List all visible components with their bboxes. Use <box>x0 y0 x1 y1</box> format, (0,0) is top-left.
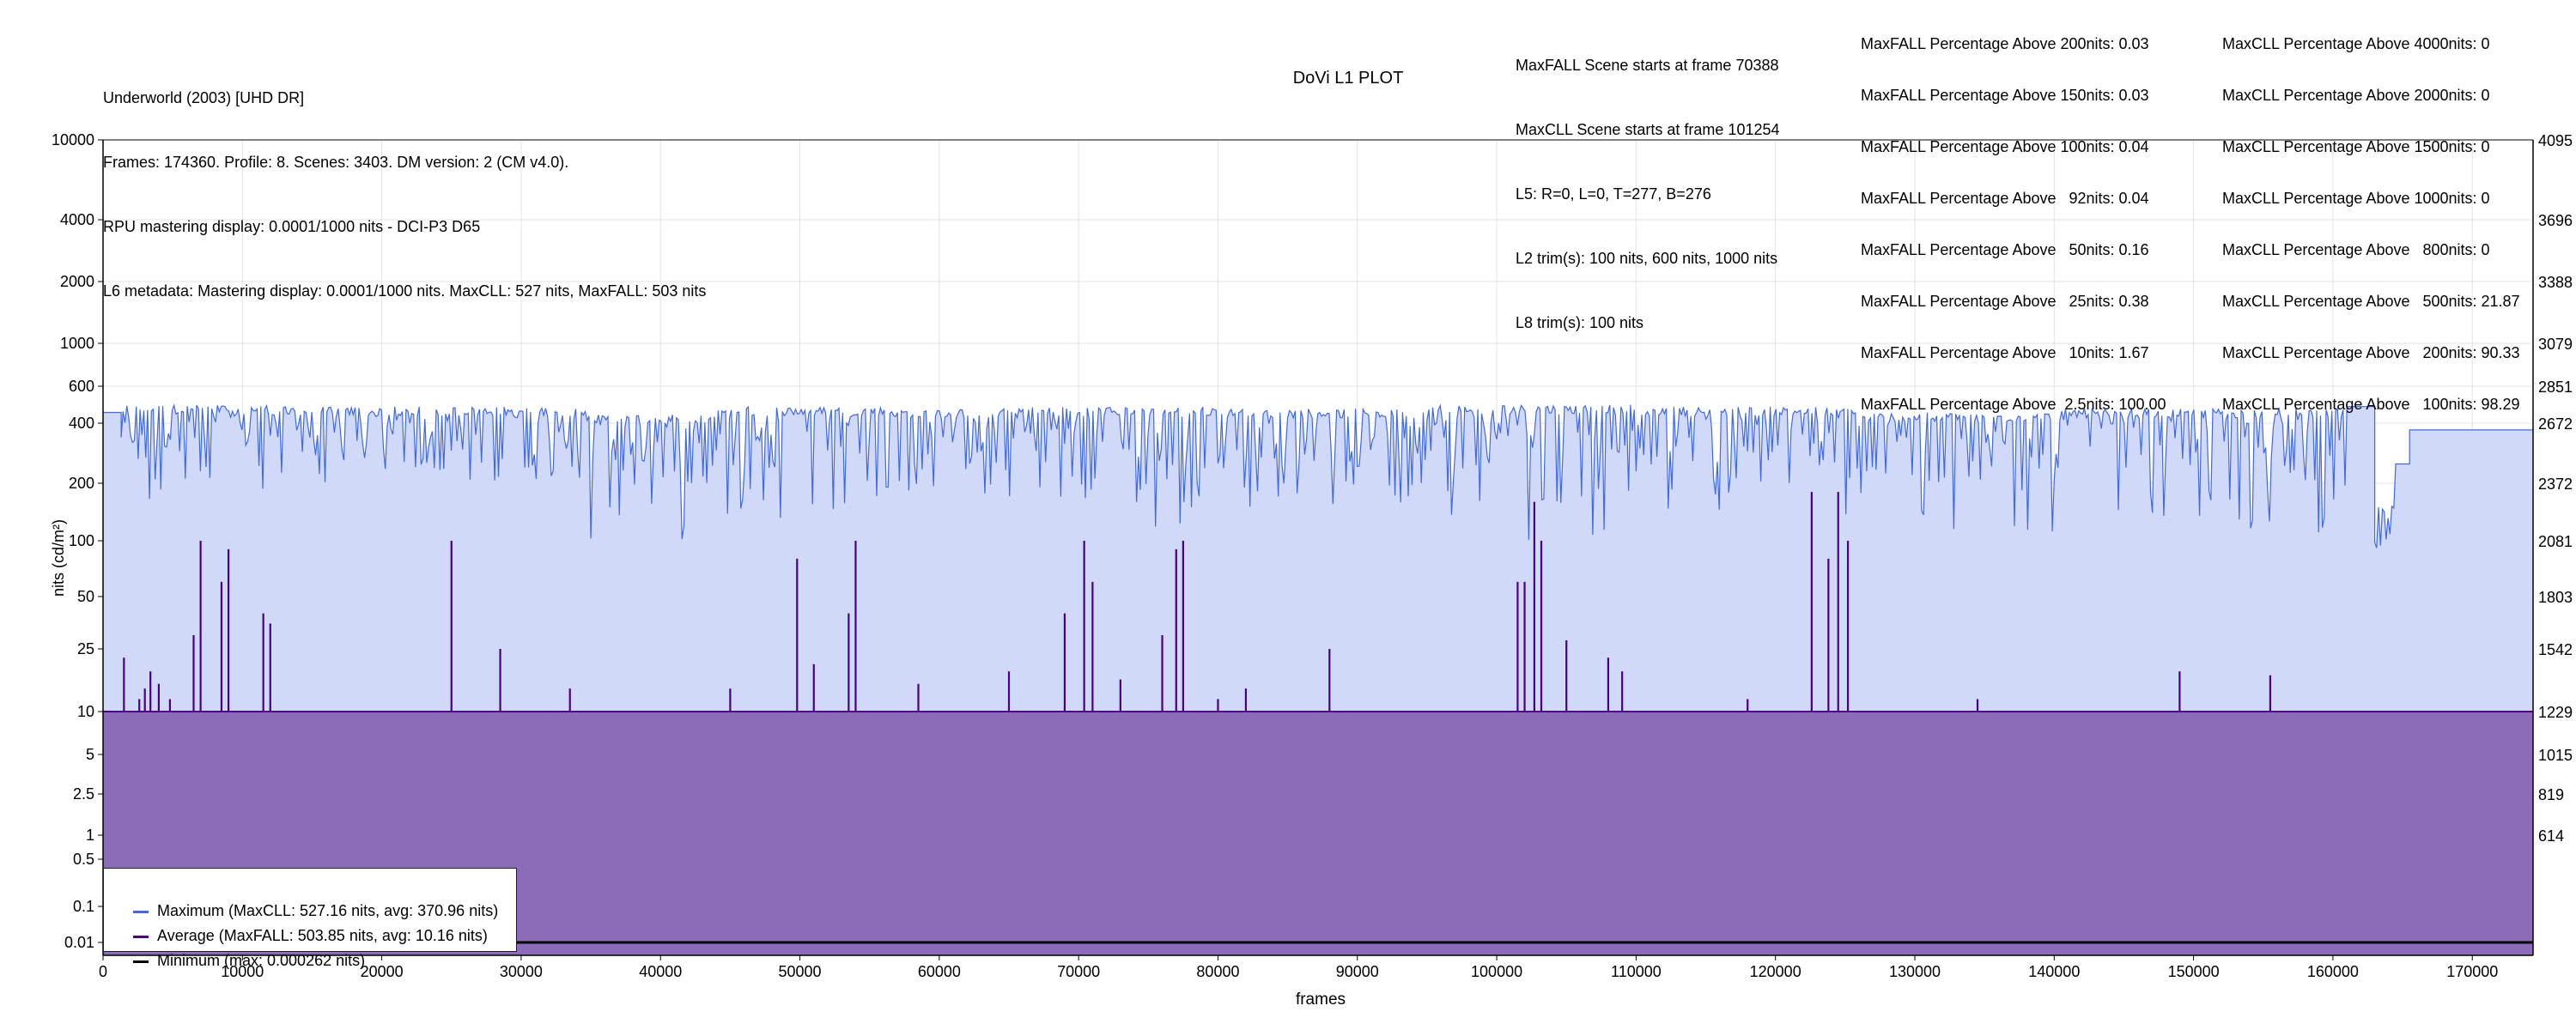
legend-swatch-minimum <box>133 960 149 963</box>
y-right-tick-label: 1803 <box>2538 589 2573 606</box>
maxfall-stat: MaxFALL Percentage Above 50nits: 0.16 <box>1861 241 2149 258</box>
y-tick-label: 25 <box>77 640 94 657</box>
y-tick-label: 2.5 <box>73 785 94 803</box>
legend-item-average: Average (MaxFALL: 503.85 nits, avg: 10.1… <box>116 907 488 964</box>
x-tick-label: 80000 <box>1196 963 1239 980</box>
maxcll-stat: MaxCLL Percentage Above 1500nits: 0 <box>2222 138 2490 155</box>
y-axis-label: nits (cd/m²) <box>50 519 67 597</box>
maxfall-stats: MaxFALL Percentage Above 200nits: 0.03 M… <box>1861 1 2166 430</box>
l5-line: L5: R=0, L=0, T=277, B=276 <box>1516 185 1711 203</box>
maxcll-stats: MaxCLL Percentage Above 4000nits: 0 MaxC… <box>2222 1 2520 430</box>
x-tick-label: 130000 <box>1889 963 1941 980</box>
y-tick-label: 400 <box>69 415 94 432</box>
scene-info: MaxFALL Scene starts at frame 70388 MaxC… <box>1516 12 1780 355</box>
chart-legend: Maximum (MaxCLL: 527.16 nits, avg: 370.9… <box>103 868 517 969</box>
legend-label-maximum: Maximum (MaxCLL: 527.16 nits, avg: 370.9… <box>157 902 499 919</box>
l8-trims-line: L8 trim(s): 100 nits <box>1516 314 1644 331</box>
legend-label-minimum: Minimum (max: 0.000262 nits) <box>157 952 366 969</box>
y-tick-label: 5 <box>86 746 94 763</box>
y-right-tick-label: 2081 <box>2538 533 2573 550</box>
maxcll-stat: MaxCLL Percentage Above 100nits: 98.29 <box>2222 396 2520 413</box>
x-tick-label: 20000 <box>361 963 404 980</box>
y-right-tick-label: 3696 <box>2538 212 2573 229</box>
maxcll-stat: MaxCLL Percentage Above 200nits: 90.33 <box>2222 344 2520 361</box>
x-tick-label: 60000 <box>918 963 961 980</box>
x-axis-label: frames <box>1296 991 1346 1009</box>
maxfall-stat: MaxFALL Percentage Above 10nits: 1.67 <box>1861 344 2149 361</box>
maxfall-stat: MaxFALL Percentage Above 100nits: 0.04 <box>1861 138 2149 155</box>
y-tick-label: 600 <box>69 378 94 395</box>
maxcll-stat: MaxCLL Percentage Above 1000nits: 0 <box>2222 190 2490 207</box>
y-right-tick-label: 819 <box>2538 786 2564 803</box>
maxfall-stat: MaxFALL Percentage Above 92nits: 0.04 <box>1861 190 2149 207</box>
y-axis-right-ticks: 4095 3696 3388 3079 2851 2672 2372 2081 1803 1542… <box>2538 132 2573 845</box>
x-tick-label: 120000 <box>1750 963 1801 980</box>
x-tick-label: 40000 <box>639 963 682 980</box>
x-tick-label: 140000 <box>2028 963 2080 980</box>
x-tick-label: 0 <box>99 963 107 980</box>
x-tick-label: 110000 <box>1611 963 1662 980</box>
y-tick-label: 0.5 <box>73 851 94 868</box>
y-right-tick-label: 1015 <box>2538 747 2573 764</box>
x-tick-label: 160000 <box>2307 963 2359 980</box>
y-right-tick-label: 3079 <box>2538 336 2573 353</box>
y-right-tick-label: 2372 <box>2538 476 2573 493</box>
y-right-tick-label: 614 <box>2538 827 2564 845</box>
x-tick-label: 90000 <box>1336 963 1379 980</box>
l2-trims-line: L2 trim(s): 100 nits, 600 nits, 1000 nit… <box>1516 250 1778 267</box>
legend-item-minimum: Minimum (max: 0.000262 nits) <box>116 932 365 989</box>
maxcll-stat: MaxCLL Percentage Above 2000nits: 0 <box>2222 87 2490 104</box>
y-tick-label: 10000 <box>52 131 94 148</box>
legend-swatch-average <box>133 935 149 938</box>
y-right-tick-label: 3388 <box>2538 274 2573 291</box>
x-tick-label: 170000 <box>2446 963 2498 980</box>
maxcll-stat: MaxCLL Percentage Above 4000nits: 0 <box>2222 35 2490 52</box>
l6-metadata-line: L6 metadata: Mastering display: 0.0001/1… <box>103 282 707 300</box>
y-right-tick-label: 2672 <box>2538 415 2573 433</box>
y-tick-label: 1 <box>86 827 94 844</box>
y-right-tick-label: 2851 <box>2538 379 2573 396</box>
y-tick-label: 50 <box>77 588 94 605</box>
y-tick-label: 10 <box>77 703 94 720</box>
y-tick-label: 0.1 <box>73 898 94 915</box>
movie-title: Underworld (2003) [UHD DR] <box>103 89 305 106</box>
y-tick-label: 1000 <box>60 335 94 352</box>
legend-item-maximum: Maximum (MaxCLL: 527.16 nits, avg: 370.9… <box>116 882 498 939</box>
y-right-tick-label: 1542 <box>2538 641 2573 658</box>
x-tick-label: 10000 <box>221 963 264 980</box>
y-tick-label: 2000 <box>60 273 94 290</box>
y-tick-label: 0.01 <box>64 934 94 951</box>
maxfall-stat: MaxFALL Percentage Above 2.5nits: 100.00 <box>1861 396 2166 413</box>
x-tick-label: 100000 <box>1471 963 1522 980</box>
legend-label-average: Average (MaxFALL: 503.85 nits, avg: 10.1… <box>157 927 488 944</box>
y-axis-ticks: 10000 4000 2000 1000 600 400 200 100 50 25 10 5 2.5 1… <box>52 131 103 951</box>
maxfall-stat: MaxFALL Percentage Above 150nits: 0.03 <box>1861 87 2149 104</box>
maxfall-scene-line: MaxFALL Scene starts at frame 70388 <box>1516 57 1779 74</box>
maxcll-stat: MaxCLL Percentage Above 500nits: 21.87 <box>2222 293 2520 310</box>
x-tick-label: 50000 <box>779 963 822 980</box>
rpu-mastering-line: RPU mastering display: 0.0001/1000 nits … <box>103 218 481 235</box>
chart-axes <box>102 139 2534 956</box>
maxcll-stat: MaxCLL Percentage Above 800nits: 0 <box>2222 241 2490 258</box>
maxcll-scene-line: MaxCLL Scene starts at frame 101254 <box>1516 121 1780 138</box>
maxfall-stat: MaxFALL Percentage Above 25nits: 0.38 <box>1861 293 2149 310</box>
x-tick-label: 70000 <box>1057 963 1100 980</box>
maxfall-stat: MaxFALL Percentage Above 200nits: 0.03 <box>1861 35 2149 52</box>
average-series-line <box>103 492 2533 712</box>
y-tick-label: 4000 <box>60 211 94 228</box>
x-axis-ticks: 0 10000 20000 30000 40000 50000 60000 70000 8000… <box>99 955 2498 980</box>
y-right-tick-label: 4095 <box>2538 132 2573 149</box>
x-tick-label: 150000 <box>2168 963 2220 980</box>
header-info: Underworld (2003) [UHD DR] Frames: 17436… <box>103 45 706 324</box>
legend-swatch-maximum <box>133 910 149 913</box>
frames-profile-line: Frames: 174360. Profile: 8. Scenes: 3403… <box>103 154 569 171</box>
x-tick-label: 30000 <box>500 963 543 980</box>
y-tick-label: 200 <box>69 475 94 492</box>
plot-title: DoVi L1 PLOT <box>1293 69 1404 88</box>
maximum-series-line <box>103 403 2533 548</box>
y-right-tick-label: 1229 <box>2538 704 2573 721</box>
maximum-line <box>103 403 2533 548</box>
y-tick-label: 100 <box>69 532 94 549</box>
